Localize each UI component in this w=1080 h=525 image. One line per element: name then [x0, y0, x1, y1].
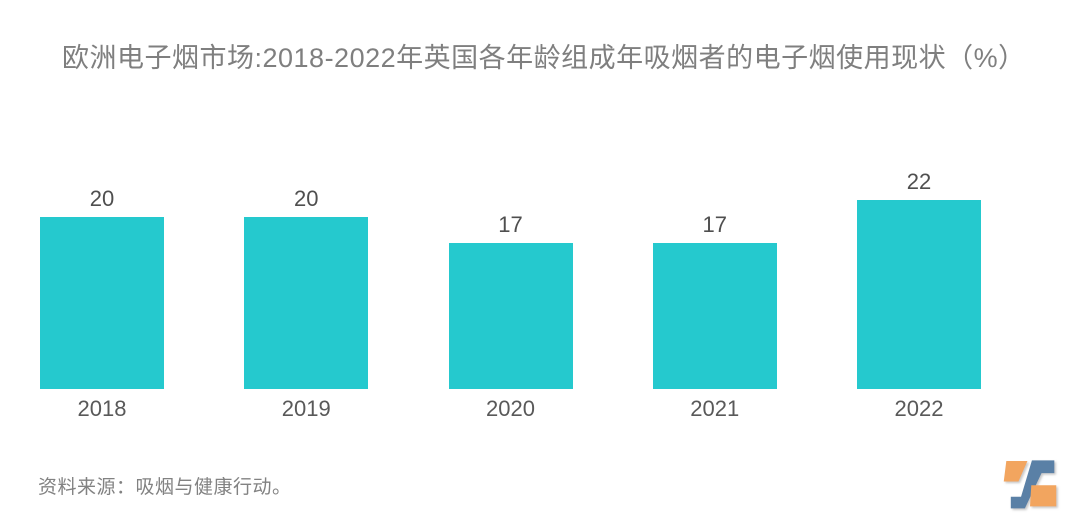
source-note: 资料来源：吸烟与健康行动。: [38, 477, 292, 498]
bar-value-label: 22: [906, 169, 932, 194]
bar: [857, 200, 981, 389]
bar-value-label: 17: [702, 212, 727, 237]
logo-orange-top-left: [1003, 460, 1028, 482]
bar: [448, 243, 573, 389]
bars-row: 20 20 17 17 22: [40, 139, 981, 389]
chart-title: 欧洲电子烟市场:2018-2022年英国各年龄组成年吸烟者的电子烟使用现状（%）: [62, 43, 1026, 73]
bar-group: 20: [244, 186, 369, 389]
bar-group: 17: [448, 212, 573, 389]
x-axis-label: 2018: [77, 396, 127, 421]
bar-value-label: 17: [498, 212, 523, 237]
x-axis-labels: 2018 2019 2020 2021 2022: [40, 398, 981, 420]
bar-chart: 20 20 17 17 22 2018 2019 2020 2021 2022: [40, 139, 981, 420]
bar-group: 20: [40, 188, 164, 389]
bar-group: 17: [652, 212, 777, 389]
bar: [40, 217, 164, 389]
bar-value-label: 20: [294, 186, 319, 211]
bar: [244, 217, 369, 389]
bar: [652, 243, 777, 389]
bar-group: 22: [857, 171, 981, 389]
logo-blue-z: [1010, 460, 1055, 509]
logo-orange-bottom-right: [1030, 485, 1057, 507]
x-axis-label: 2022: [894, 396, 944, 421]
x-axis-label: 2021: [690, 396, 740, 421]
x-axis-label: 2019: [281, 396, 331, 421]
z-watermark-logo: [1003, 460, 1057, 509]
bar-value-label: 20: [89, 186, 115, 211]
x-axis-label: 2020: [486, 396, 535, 421]
